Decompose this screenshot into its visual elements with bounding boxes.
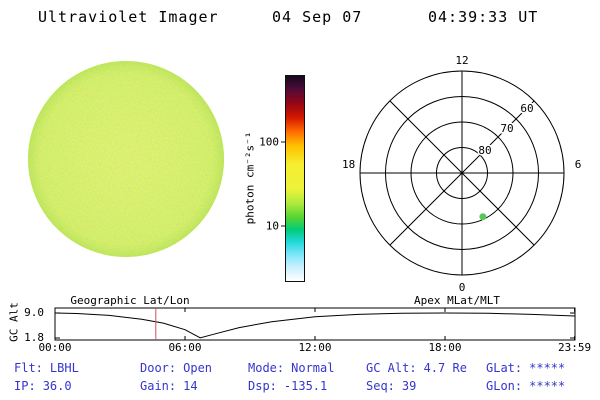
colorbar-tick-mark [281, 225, 286, 227]
y-tick-label: 1.8 [24, 331, 44, 344]
status-dsp-value: -135.1 [283, 379, 328, 393]
x-tick-label: 06:00 [168, 341, 202, 354]
status-glon-value: ***** [529, 379, 566, 393]
status-gain-value: 14 [183, 379, 198, 393]
axis-ticks [54, 308, 576, 340]
footprint-dot [479, 213, 487, 221]
clock-label-0: 0 [459, 281, 466, 294]
status-glon-label: GLon: [486, 379, 523, 393]
mlat-label-60: 60 [520, 102, 533, 115]
status-gcalt: GC Alt: 4.7 Re [366, 361, 467, 375]
strip-label-geographic: Geographic Lat/Lon [70, 294, 190, 307]
status-gain-label: Gain: [140, 379, 177, 393]
status-mode: Mode: Normal [248, 361, 334, 375]
status-glat: GLat: ***** [486, 361, 565, 375]
status-gcalt-value: 4.7 Re [423, 361, 467, 375]
apex-polar-plot: 12 6 0 18 60 70 80 [342, 54, 582, 294]
strip-label-apex: Apex MLat/MLT [413, 294, 501, 307]
disk-noise-texture [28, 61, 224, 257]
colorbar-axis-label: photon cm⁻²s⁻¹ [243, 131, 257, 225]
status-mode-label: Mode: [248, 361, 285, 375]
clock-label-6: 6 [575, 158, 582, 171]
status-dsp-label: Dsp: [248, 379, 277, 393]
mlat-label-80: 80 [478, 144, 491, 157]
polar-grid [359, 70, 565, 276]
status-dsp: Dsp: -135.1 [248, 379, 327, 393]
status-flt-value: LBHL [49, 361, 79, 375]
y-tick-label: 9.0 [24, 306, 44, 319]
status-ip: IP: 36.0 [14, 379, 72, 393]
gc-alt-curve [54, 312, 575, 339]
status-glat-label: GLat: [486, 361, 523, 375]
status-seq: Seq: 39 [366, 379, 416, 393]
observation-date: 04 Sep 07 [272, 8, 363, 26]
status-door-value: Open [183, 361, 213, 375]
status-seq-label: Seq: [366, 379, 395, 393]
clock-label-12: 12 [455, 54, 468, 67]
colorbar-tick-100: 100 [259, 135, 286, 148]
uv-disk-image [28, 61, 224, 257]
mlat-label-70: 70 [500, 122, 513, 135]
status-door-label: Door: [140, 361, 177, 375]
colorbar-tick-label: 10 [265, 219, 279, 233]
colorbar-tick-label: 100 [259, 135, 279, 149]
status-door: Door: Open [140, 361, 212, 375]
observation-time: 04:39:33 UT [428, 8, 539, 26]
status-ip-label: IP: [14, 379, 36, 393]
status-mode-value: Normal [291, 361, 335, 375]
x-tick-label: 00:00 [38, 341, 72, 354]
clock-label-18: 18 [342, 158, 355, 171]
gc-alt-strip-chart [54, 307, 576, 341]
x-tick-label: 18:00 [428, 341, 462, 354]
colorbar: 100 10 [259, 75, 305, 282]
status-glon: GLon: ***** [486, 379, 565, 393]
app-title: Ultraviolet Imager [38, 8, 219, 26]
status-flt-label: Flt: [14, 361, 43, 375]
status-gain: Gain: 14 [140, 379, 198, 393]
status-ip-value: 36.0 [42, 379, 72, 393]
status-seq-value: 39 [401, 379, 417, 393]
status-glat-value: ***** [529, 361, 566, 375]
x-tick-label: 12:00 [298, 341, 332, 354]
colorbar-tick-mark [281, 141, 286, 143]
x-tick-label: 23:59 [558, 341, 592, 354]
colorbar-tick-10: 10 [266, 219, 286, 232]
strip-chart-frame [54, 307, 576, 341]
status-gcalt-label: GC Alt: [366, 361, 417, 375]
status-flt: Flt: LBHL [14, 361, 79, 375]
